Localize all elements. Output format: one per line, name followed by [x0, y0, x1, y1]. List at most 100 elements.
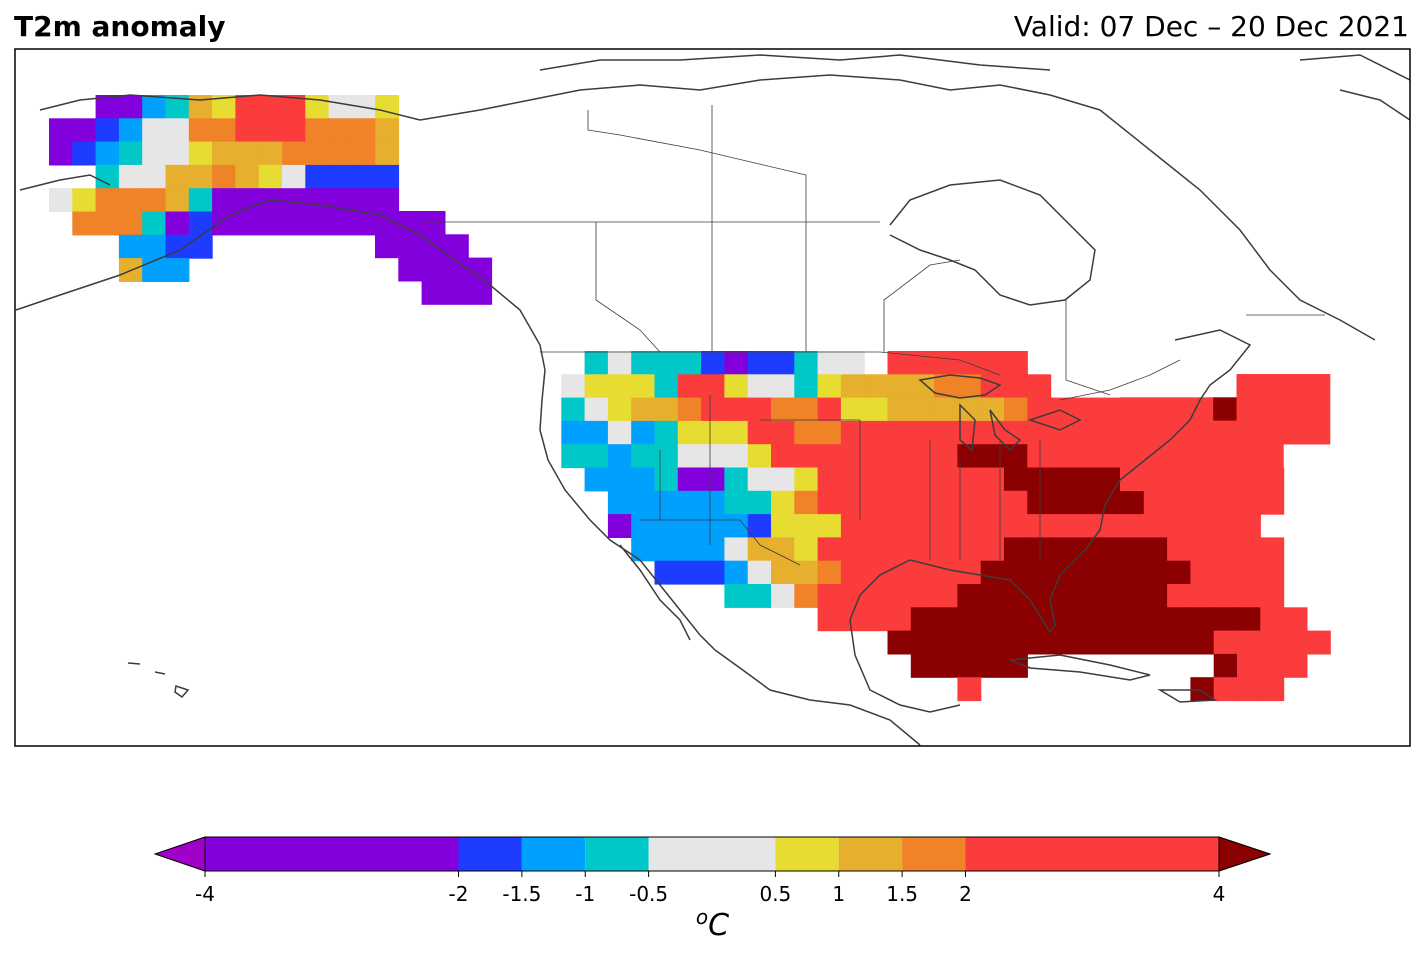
grid-cell: [701, 397, 725, 422]
grid-cell: [1166, 397, 1191, 422]
grid-cell: [1027, 560, 1052, 585]
grid-cell: [561, 374, 586, 399]
grid-cell: [1259, 397, 1284, 422]
grid-cell: [607, 444, 632, 469]
grid-cell: [188, 95, 213, 119]
grid-cell: [1213, 584, 1238, 608]
grid-cell: [1004, 374, 1028, 399]
grid-cell: [724, 490, 749, 515]
grid-cell: [957, 467, 982, 492]
grid-cell: [1283, 630, 1308, 655]
grid-cell: [980, 630, 1005, 655]
grid-cell: [1237, 607, 1261, 632]
grid-cell: [957, 607, 982, 632]
grid-cell: [1120, 443, 1144, 468]
grid-cell: [980, 584, 1005, 608]
grid-cell: [375, 211, 399, 235]
colorbar-bin: [838, 837, 903, 871]
grid-cell: [934, 537, 958, 562]
grid-cell: [631, 374, 656, 399]
grid-cell: [282, 118, 306, 143]
grid-cell: [1004, 607, 1028, 632]
grid-cell: [212, 188, 236, 213]
grid-cell: [701, 374, 725, 399]
grid-cell: [887, 514, 912, 538]
grid-cell: [840, 397, 865, 422]
grid-cell: [794, 514, 819, 538]
grid-cell: [165, 234, 190, 259]
grid-cell: [1143, 397, 1168, 422]
grid-cell: [398, 257, 423, 282]
grid-cell: [934, 467, 958, 492]
grid-cell: [1260, 490, 1285, 515]
grid-cell: [1120, 584, 1145, 608]
colorbar-tick-label: -1: [575, 882, 596, 906]
grid-cell: [375, 164, 400, 189]
grid-cell: [631, 514, 656, 538]
grid-cell: [724, 467, 749, 492]
colorbar-bin: [458, 837, 522, 871]
grid-cell: [1073, 467, 1098, 492]
grid-cell: [817, 584, 842, 608]
grid-cell: [72, 211, 97, 236]
grid-cell: [1097, 490, 1122, 515]
grid-cell: [607, 374, 632, 399]
grid-cell: [444, 257, 469, 282]
grid-cell: [468, 257, 493, 282]
colorbar-tick-label: -2: [448, 882, 469, 906]
grid-cell: [864, 467, 889, 492]
grid-cell: [771, 560, 795, 585]
grid-cell: [1097, 630, 1122, 655]
grid-cell: [817, 397, 842, 422]
grid-cell: [794, 397, 819, 422]
grid-cell: [421, 257, 446, 282]
grid-cell: [165, 188, 190, 213]
colorbar-bin: [585, 837, 649, 871]
grid-cell: [258, 141, 283, 166]
grid-cell: [1050, 467, 1075, 492]
colorbar-tick-label: -4: [195, 882, 215, 906]
grid-cell: [72, 141, 97, 166]
grid-cell: [1260, 630, 1285, 655]
grid-cell: [1143, 537, 1168, 562]
grid-cell: [584, 467, 609, 492]
grid-cell: [328, 118, 353, 143]
grid-cell: [1050, 584, 1075, 608]
grid-cell: [282, 188, 306, 213]
grid-cell: [72, 118, 97, 143]
grid-cell: [1236, 443, 1261, 468]
grid-cell: [351, 141, 376, 166]
grid-cell: [1167, 584, 1191, 608]
grid-cell: [1189, 397, 1214, 422]
grid-cell: [724, 584, 749, 608]
grid-cell: [1260, 467, 1285, 492]
colorbar-tick-label: 1: [832, 882, 846, 906]
grid-cell: [747, 584, 772, 608]
grid-cell: [677, 560, 702, 585]
grid-cell: [95, 164, 120, 189]
grid-cell: [49, 188, 73, 213]
grid-cell: [957, 653, 982, 678]
colorbar-tick-label: -1.5: [502, 882, 542, 906]
grid-cell: [165, 118, 190, 143]
grid-cell: [1260, 653, 1285, 678]
colorbar-bin: [775, 837, 839, 871]
grid-cell: [724, 420, 749, 445]
grid-cell: [118, 234, 143, 259]
grid-cell: [840, 560, 865, 585]
colorbar-bin: [648, 837, 776, 871]
grid-cell: [1120, 420, 1144, 445]
grid-cell: [864, 420, 889, 445]
grid-cell: [1097, 514, 1122, 538]
colorbar: [153, 836, 1272, 877]
grid-cell: [771, 444, 795, 469]
grid-cell: [631, 351, 656, 375]
grid-cell: [305, 118, 330, 143]
grid-cell: [1120, 537, 1145, 562]
grid-cell: [607, 490, 632, 515]
grid-cell: [747, 351, 772, 375]
grid-cell: [1143, 584, 1168, 608]
grid-cell: [1143, 560, 1168, 585]
grid-cell: [1213, 467, 1238, 492]
grid-cell: [910, 467, 935, 492]
